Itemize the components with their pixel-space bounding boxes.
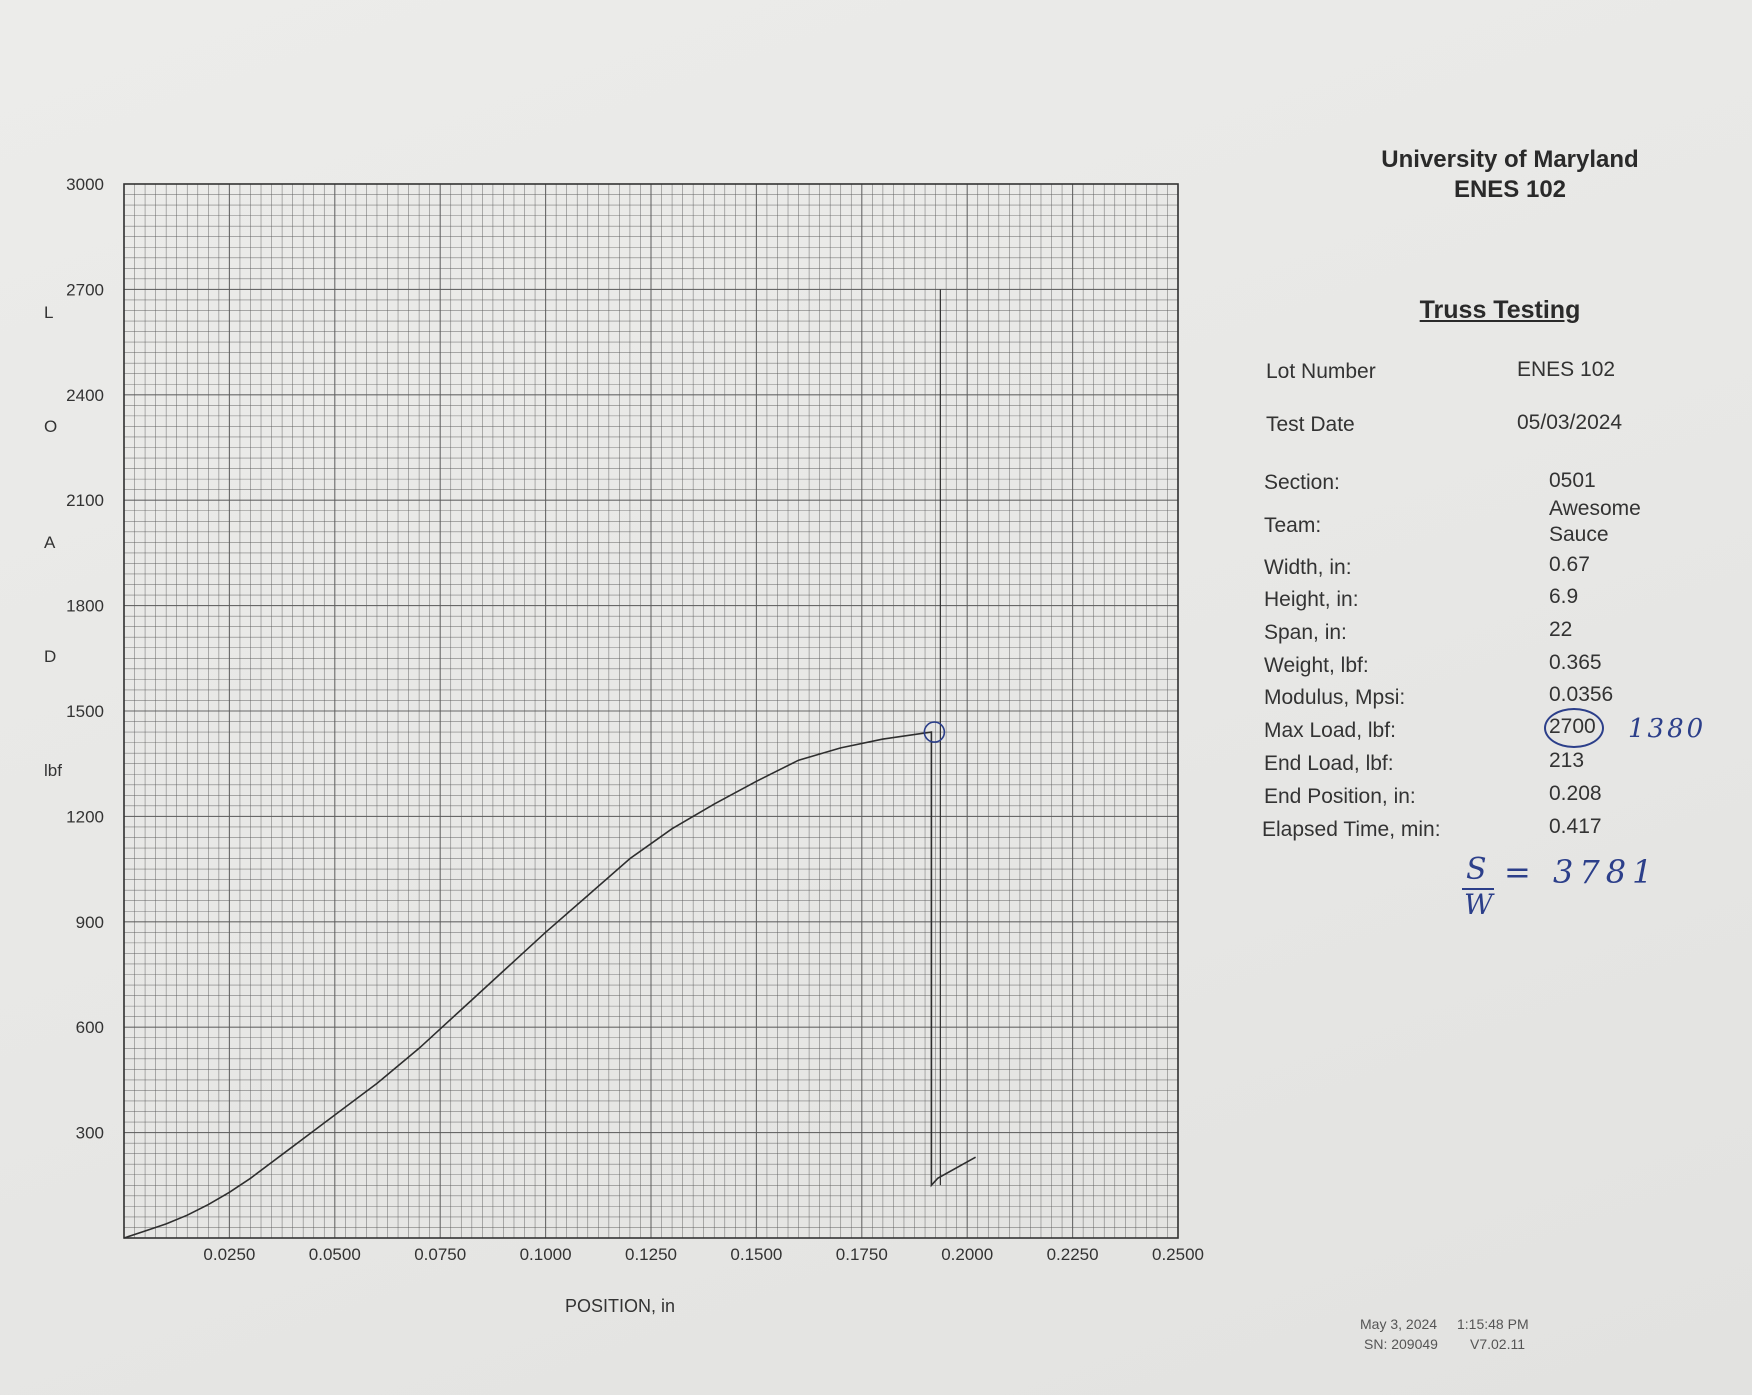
footer-version: V7.02.11 — [1470, 1336, 1526, 1352]
handwritten-ratio-denominator: W — [1464, 888, 1493, 921]
y-tick-label: 1800 — [66, 597, 104, 616]
team-value-line2: Sauce — [1549, 523, 1609, 546]
x-tick-labels: 0.0250 0.0500 0.0750 0.1000 0.1250 0.1500 0.17… — [203, 1245, 1204, 1264]
handwritten-ratio-value: = 3781 — [1504, 853, 1659, 891]
end-position-label: End Position, in: — [1264, 785, 1416, 808]
handwritten-max-load: 1380 — [1628, 714, 1707, 744]
x-tick-label: 0.0750 — [414, 1245, 466, 1264]
elapsed-time-label: Elapsed Time, min: — [1262, 818, 1441, 841]
span-label: Span, in: — [1264, 621, 1347, 644]
x-tick-label: 0.2500 — [1152, 1245, 1204, 1264]
university-name: University of Maryland — [1381, 146, 1639, 173]
end-position-value: 0.208 — [1549, 782, 1602, 805]
x-tick-label: 0.1000 — [520, 1245, 572, 1264]
handwritten-ratio-numerator: S — [1466, 852, 1487, 887]
report-title: Truss Testing — [1419, 296, 1581, 324]
y-axis-letter: A — [44, 533, 56, 552]
y-tick-label: 2400 — [66, 386, 104, 405]
handwritten-fraction-bar — [1462, 888, 1494, 890]
y-axis-letter: lbf — [44, 761, 62, 780]
x-tick-label: 0.2250 — [1047, 1245, 1099, 1264]
x-tick-label: 0.1750 — [836, 1245, 888, 1264]
team-value-line1: Awesome — [1549, 497, 1641, 520]
x-tick-label: 0.2000 — [941, 1245, 993, 1264]
handwritten-circle-mark — [1544, 708, 1604, 748]
y-tick-label: 2700 — [66, 280, 104, 299]
weight-label: Weight, lbf: — [1264, 654, 1369, 677]
chart-curve-layer — [123, 289, 976, 1239]
span-value: 22 — [1549, 618, 1573, 641]
y-tick-label: 2100 — [66, 491, 104, 510]
y-tick-label: 600 — [76, 1018, 104, 1037]
width-value: 0.67 — [1549, 553, 1590, 576]
annotation-max-load-circle — [923, 721, 946, 743]
chart-grid — [123, 183, 1179, 1239]
max-load-label: Max Load, lbf: — [1264, 719, 1396, 742]
x-axis-label: POSITION, in — [565, 1296, 675, 1316]
lot-number-value: ENES 102 — [1517, 358, 1616, 381]
width-label: Width, in: — [1264, 556, 1352, 579]
footer-serial: SN: 209049 — [1364, 1336, 1438, 1352]
y-axis-letter: O — [44, 417, 57, 436]
end-load-label: End Load, lbf: — [1264, 752, 1394, 775]
y-tick-labels: 3000 2700 2400 2100 1800 1500 1200 900 600 300 — [66, 175, 104, 1143]
y-tick-label: 900 — [76, 913, 104, 932]
y-axis-letter: L — [44, 303, 53, 322]
elapsed-time-value: 0.417 — [1549, 815, 1602, 838]
y-tick-label: 300 — [76, 1124, 104, 1143]
course-name: ENES 102 — [1453, 176, 1567, 203]
height-label: Height, in: — [1264, 588, 1359, 611]
x-tick-label: 0.0500 — [309, 1245, 361, 1264]
test-date-value: 05/03/2024 — [1517, 411, 1623, 434]
modulus-label: Modulus, Mpsi: — [1264, 686, 1406, 709]
end-load-value: 213 — [1549, 749, 1585, 772]
x-tick-label: 0.1500 — [730, 1245, 782, 1264]
series-line-0 — [123, 731, 976, 1239]
y-tick-label: 1500 — [66, 702, 104, 721]
team-label: Team: — [1264, 514, 1322, 537]
footer-date: May 3, 2024 — [1360, 1316, 1438, 1332]
y-tick-label: 1200 — [66, 807, 104, 826]
y-tick-label: 3000 — [66, 175, 104, 194]
section-label: Section: — [1264, 471, 1340, 494]
modulus-value: 0.0356 — [1549, 683, 1614, 706]
height-value: 6.9 — [1549, 585, 1579, 608]
weight-value: 0.365 — [1549, 651, 1602, 674]
footer-time: 1:15:48 PM — [1457, 1316, 1529, 1332]
section-value: 0501 — [1549, 469, 1596, 492]
x-tick-label: 0.1250 — [625, 1245, 677, 1264]
test-date-label: Test Date — [1266, 413, 1355, 436]
lot-number-label: Lot Number — [1266, 360, 1376, 383]
y-axis-letter: D — [44, 647, 56, 666]
plot-frame — [123, 183, 1179, 1239]
x-tick-label: 0.0250 — [203, 1245, 255, 1264]
